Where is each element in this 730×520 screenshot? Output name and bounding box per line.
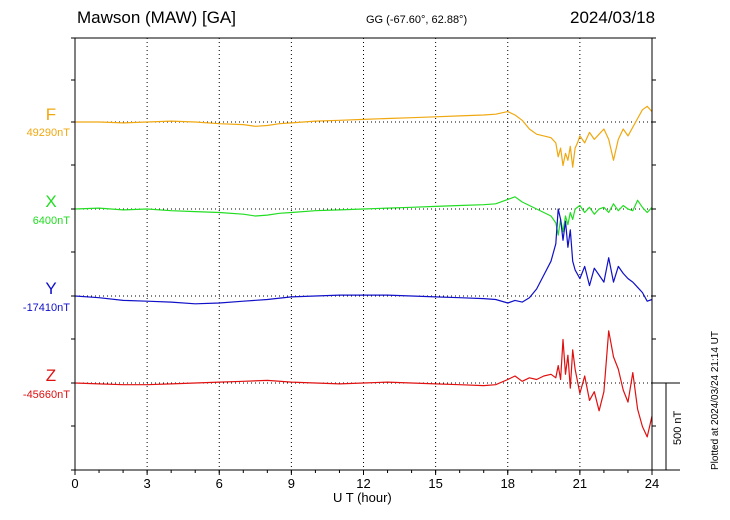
series-line-f <box>75 105 653 168</box>
plot-frame <box>74 37 653 471</box>
baseline-label-x: 6400nT <box>32 215 70 227</box>
x-tick-label: 12 <box>356 476 371 491</box>
plotted-timestamp: Plotted at 2024/03/24 21:14 UT <box>710 331 721 470</box>
x-tick-label: 0 <box>71 476 79 491</box>
series-layer <box>74 105 653 438</box>
component-label-x: X <box>45 192 57 211</box>
grid-layer <box>71 37 656 475</box>
baseline-label-z: -45660nT <box>22 389 70 401</box>
series-line-z <box>74 330 653 438</box>
scale-bar <box>652 382 680 471</box>
plot-date: 2024/03/18 <box>570 8 656 27</box>
series-line-x <box>74 196 653 236</box>
component-label-z: Z <box>45 366 57 385</box>
x-tick-label: 6 <box>215 476 223 491</box>
baseline-label-y: -17410nT <box>22 302 70 314</box>
x-tick-label: 24 <box>644 476 660 491</box>
x-tick-label: 9 <box>287 476 295 491</box>
x-axis-label: U T (hour) <box>333 490 392 505</box>
x-tick-label: 15 <box>428 476 443 491</box>
scale-bar-label: 500 nT <box>672 410 684 445</box>
component-label-y: Y <box>45 279 57 298</box>
baseline-label-f: 49290nT <box>26 127 70 139</box>
station-title: Mawson (MAW) [GA] <box>77 8 236 27</box>
x-tick-label: 3 <box>143 476 151 491</box>
station-coordinates: GG (-67.60°, 62.88°) <box>366 14 468 26</box>
x-tick-label: 18 <box>500 476 515 491</box>
component-label-f: F <box>45 105 57 124</box>
x-tick-label: 21 <box>572 476 588 491</box>
series-line-y <box>74 208 653 305</box>
